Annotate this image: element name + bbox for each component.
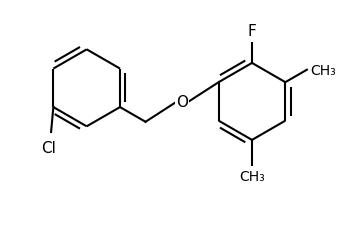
- Text: CH₃: CH₃: [239, 170, 265, 184]
- Text: O: O: [176, 95, 188, 110]
- Text: CH₃: CH₃: [310, 64, 336, 77]
- Text: Cl: Cl: [41, 140, 56, 155]
- Text: F: F: [247, 24, 256, 39]
